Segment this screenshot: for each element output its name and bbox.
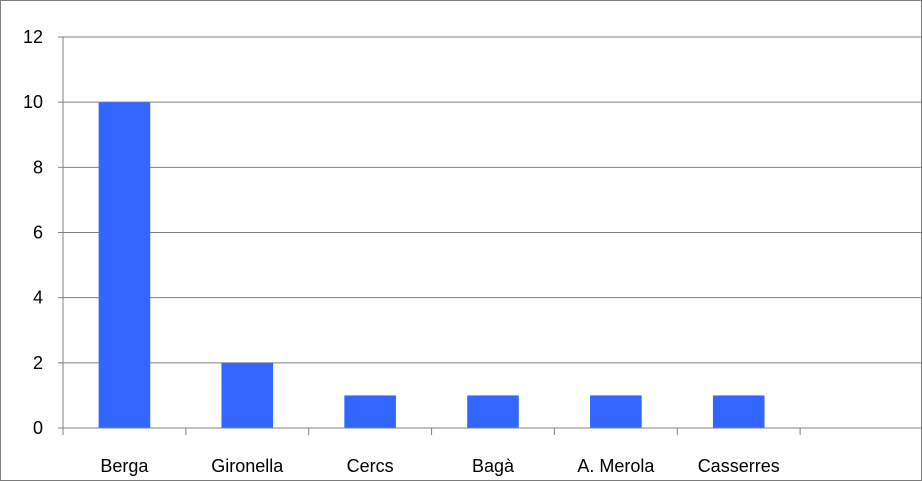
y-tick-label: 2 [33, 353, 43, 373]
x-category-label: Cercs [347, 456, 394, 476]
x-category-label: A. Merola [577, 456, 655, 476]
x-category-label: Gironella [211, 456, 284, 476]
y-tick-label: 10 [23, 92, 43, 112]
x-category-label: Casserres [698, 456, 780, 476]
bar [712, 395, 765, 428]
bar [590, 395, 642, 428]
y-tick-label: 4 [33, 288, 43, 308]
x-category-label: Berga [100, 456, 149, 476]
x-axis-labels: Berga Gironella Cercs Bagà A. Merola Casserre… [100, 456, 779, 476]
bar [221, 362, 274, 428]
x-category-label: Bagà [472, 456, 515, 476]
axes [62, 37, 922, 435]
y-tick-label: 6 [33, 223, 43, 243]
bars [98, 102, 765, 429]
gridlines [63, 36, 922, 364]
y-axis-ticks: 0 2 4 6 8 10 12 [23, 27, 63, 438]
y-tick-label: 8 [33, 157, 43, 177]
bar [467, 395, 519, 428]
bar [98, 102, 151, 429]
bar [344, 395, 396, 428]
y-tick-label: 0 [33, 418, 43, 438]
y-tick-label: 12 [23, 27, 43, 47]
